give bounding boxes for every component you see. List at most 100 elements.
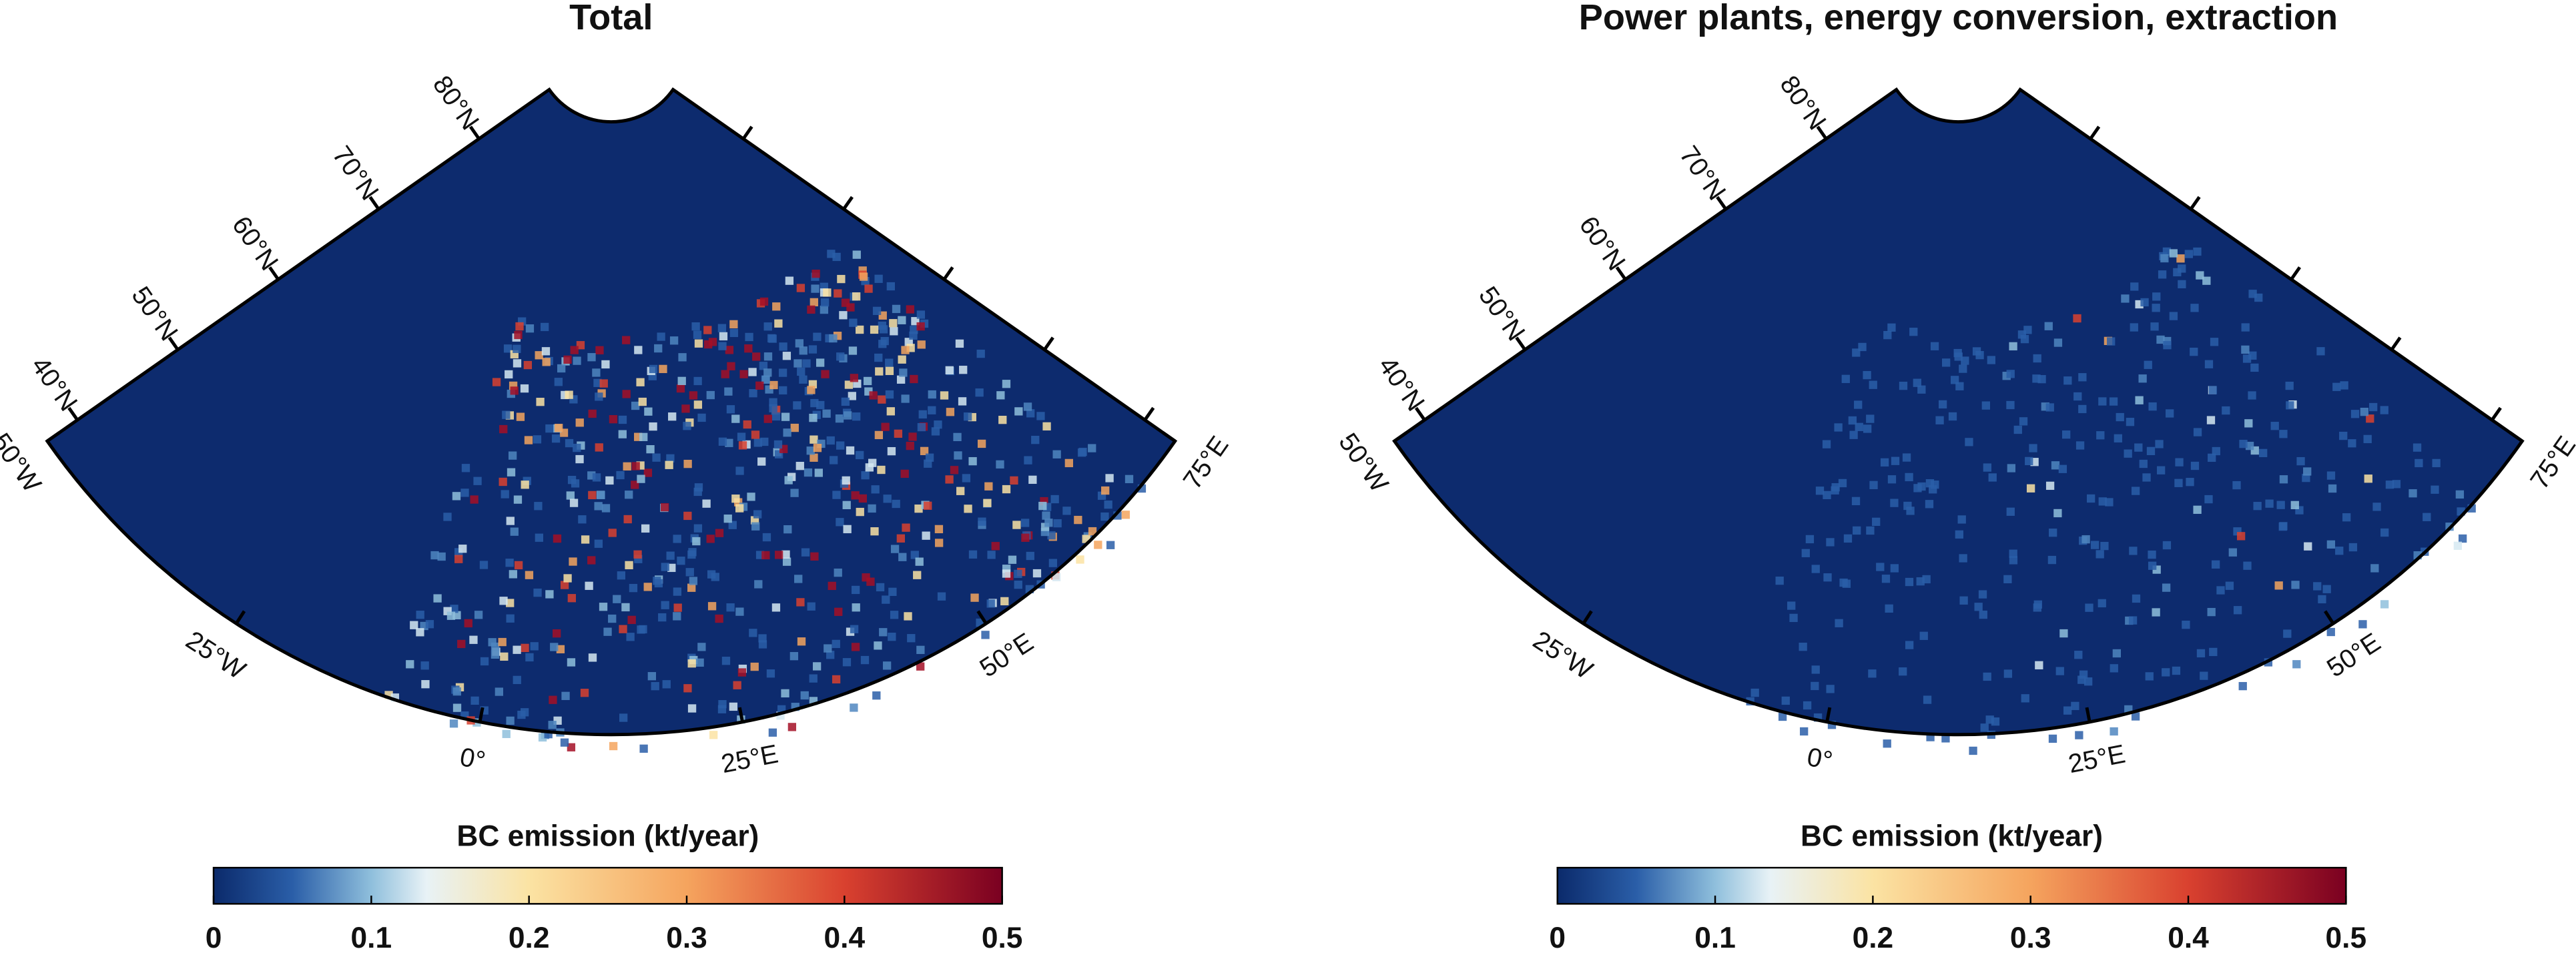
colorbar-tick-label: 0.4: [2168, 922, 2209, 954]
emission-cell: [758, 640, 767, 649]
emission-cell: [863, 376, 872, 386]
emission-cell: [629, 583, 638, 593]
emission-cell: [836, 441, 845, 450]
emission-cell: [623, 515, 632, 524]
emission-cell: [1959, 596, 1968, 605]
emission-cell: [2326, 627, 2335, 637]
panel-title: Power plants, energy conversion, extract…: [1579, 0, 2338, 37]
emission-cell: [793, 401, 801, 410]
map-frame: [45, 87, 1178, 737]
emission-cell: [1925, 479, 1935, 488]
emission-cell: [516, 412, 525, 421]
emission-cell: [953, 432, 962, 442]
emission-cell: [810, 398, 819, 408]
colorbar-tick-label: 0.3: [2010, 922, 2051, 954]
emission-cell: [1826, 538, 1835, 547]
emission-cell: [2033, 354, 2041, 363]
emission-cell: [937, 592, 946, 601]
emission-cell: [834, 289, 842, 298]
emission-cell: [1913, 378, 1921, 387]
colorbar-tick-label: 0.5: [2326, 922, 2367, 954]
emission-cell: [920, 446, 929, 456]
emission-cell: [430, 551, 439, 560]
emission-cell: [1880, 458, 1889, 466]
emission-cell: [1036, 412, 1045, 420]
emission-cell: [2029, 444, 2037, 452]
emission-cell: [608, 614, 617, 623]
emission-cell: [964, 505, 972, 513]
emission-cell: [595, 443, 603, 452]
emission-cell: [510, 386, 519, 395]
emission-cell: [693, 524, 703, 533]
emission-cell: [634, 346, 643, 354]
emission-cell: [1838, 479, 1847, 488]
emission-cell: [2049, 529, 2057, 537]
lat-tick: [2290, 266, 2302, 281]
emission-cell: [2132, 594, 2141, 603]
emission-cell: [2078, 404, 2087, 414]
emission-cell: [2326, 540, 2336, 549]
lon-tick: [478, 707, 485, 723]
emission-cell: [851, 585, 860, 595]
emission-cell: [2318, 595, 2326, 604]
emission-cell: [822, 409, 831, 418]
emission-cell: [693, 330, 702, 339]
emission-cell: [703, 340, 713, 349]
emission-cell: [2228, 548, 2237, 557]
lat-label: 60°N: [1574, 211, 1632, 276]
emission-cell: [860, 655, 870, 665]
emission-cell: [928, 406, 936, 414]
emission-cell: [2184, 250, 2193, 258]
emission-cell: [1044, 519, 1053, 527]
emission-cell: [858, 494, 868, 503]
emission-cell: [1775, 576, 1784, 585]
emission-cell: [1024, 456, 1032, 464]
emission-cell: [505, 370, 513, 379]
emission-cell: [425, 620, 434, 629]
emission-cell: [1778, 712, 1787, 721]
emission-cell: [2146, 446, 2156, 456]
emission-cell: [1803, 701, 1812, 710]
emission-cell: [500, 652, 509, 661]
lon-tick: [2509, 431, 2523, 442]
emission-cell: [649, 422, 657, 431]
emission-cell: [1048, 559, 1058, 567]
emission-cell: [509, 570, 517, 579]
emission-cell: [683, 422, 691, 430]
emission-cell: [752, 352, 761, 361]
emission-cell: [915, 557, 924, 566]
emission-cell: [940, 391, 949, 400]
emission-cell: [1101, 486, 1110, 495]
emission-cell: [437, 552, 446, 561]
emission-cell: [2186, 478, 2194, 487]
emission-cell: [1905, 641, 1914, 649]
emission-cell: [619, 625, 627, 633]
emission-cell: [807, 386, 816, 394]
emission-cell: [1014, 581, 1022, 589]
emission-cell: [2063, 706, 2072, 715]
emission-cell: [1890, 564, 1899, 573]
emission-cell: [769, 404, 777, 412]
emission-cell: [2265, 499, 2274, 508]
emission-cell: [2003, 669, 2013, 678]
emission-cell: [916, 645, 925, 654]
emission-cell: [852, 412, 861, 421]
emission-cell: [810, 453, 818, 462]
lon-label: 50°W: [1333, 428, 1394, 498]
emission-cell: [1922, 575, 1931, 584]
emission-cell: [617, 571, 626, 580]
lon-label: 25°W: [1528, 625, 1598, 685]
emission-cell: [1835, 619, 1843, 627]
emission-cell: [524, 436, 533, 444]
emission-cell: [1014, 407, 1023, 416]
emission-cell: [603, 627, 612, 636]
emission-cell: [2274, 581, 2283, 590]
emission-cell: [762, 533, 771, 542]
emission-cell: [661, 601, 669, 609]
emission-cell: [763, 352, 773, 361]
emission-cell: [806, 446, 815, 455]
emission-cell: [622, 336, 631, 344]
emission-cell: [2071, 701, 2079, 710]
emission-cell: [683, 684, 692, 693]
